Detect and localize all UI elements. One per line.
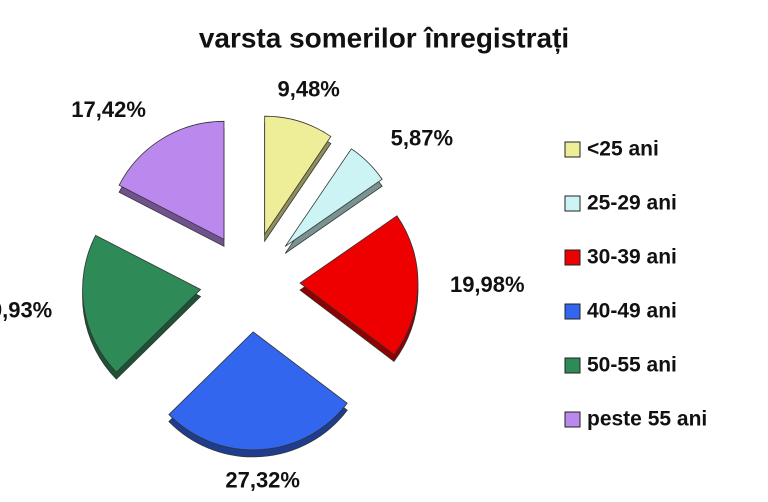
data-label: 17,42% xyxy=(71,97,146,122)
legend-swatch xyxy=(564,195,581,212)
data-label: 19,93% xyxy=(0,298,52,323)
data-label: 5,87% xyxy=(391,126,453,151)
legend-swatch xyxy=(564,249,581,266)
legend-label: <25 ani xyxy=(587,138,659,161)
legend-label: 30-39 ani xyxy=(587,246,677,269)
slice xyxy=(82,234,202,373)
slice xyxy=(264,115,332,236)
slice xyxy=(168,331,348,451)
legend-swatch xyxy=(564,411,581,428)
legend-swatch xyxy=(564,303,581,320)
legend-swatch xyxy=(564,141,581,158)
data-label: 19,98% xyxy=(450,272,525,297)
legend-swatch xyxy=(564,357,581,374)
slice xyxy=(118,120,225,240)
slice xyxy=(299,215,419,355)
legend-label: 40-49 ani xyxy=(587,300,677,323)
data-label: 9,48% xyxy=(277,77,339,102)
data-label: 27,32% xyxy=(225,467,300,492)
legend-label: peste 55 ani xyxy=(587,408,707,431)
legend-label: 25-29 ani xyxy=(587,192,677,215)
slice xyxy=(284,148,383,247)
legend-label: 50-55 ani xyxy=(587,354,677,377)
chart-title: varsta somerilor înregistrați xyxy=(199,22,569,53)
